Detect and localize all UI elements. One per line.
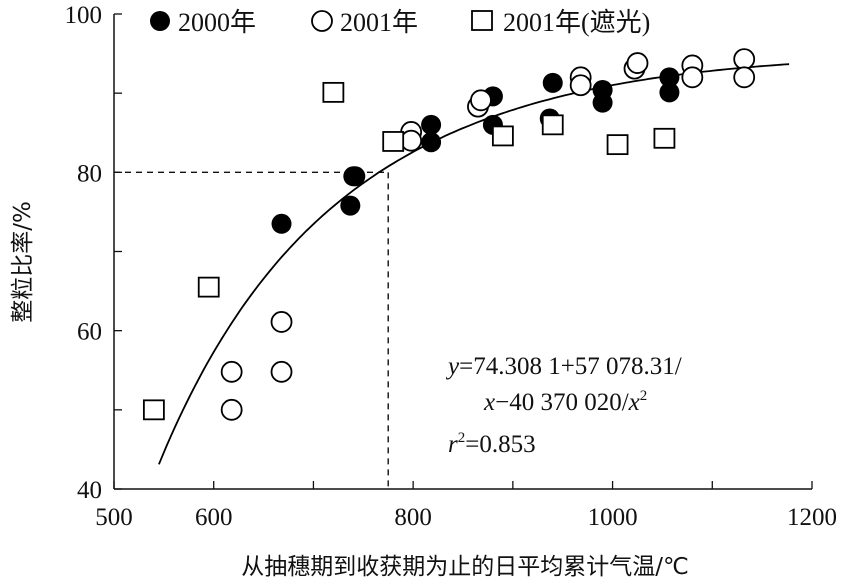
data-point-0 (421, 132, 442, 153)
r2-value: =0.853 (465, 431, 535, 458)
eq2-text: −40 370 020/ (495, 389, 629, 416)
eq2-tail: x (628, 389, 640, 416)
data-point-0 (345, 166, 366, 187)
eq1-text: =74.308 1+57 078.31/ (459, 353, 682, 380)
legend-label-2001: 2001年 (340, 8, 418, 37)
data-point-2 (491, 125, 514, 147)
data-point-0 (271, 213, 292, 234)
data-point-2 (653, 127, 676, 149)
y-axis-title: 整粒比率/% (10, 201, 36, 323)
data-point-1 (470, 89, 492, 112)
y-tick-label: 100 (65, 2, 103, 29)
equation-line-2: x−40 370 020/x2 (483, 388, 647, 416)
x-tick-label: 500 (95, 504, 133, 531)
reference-lines (114, 171, 389, 489)
data-point-2 (322, 81, 345, 103)
data-point-1 (733, 66, 756, 89)
r2-var: r (448, 431, 458, 458)
y-tick-label: 60 (77, 319, 102, 346)
data-point-0 (340, 195, 361, 216)
x-tick-label: 600 (195, 504, 233, 531)
axes: 500 600 800 1000 1200 40 60 80 100 (65, 2, 838, 531)
x-axis-title: 从抽穗期到收获期为止的日平均累计气温/℃ (241, 554, 689, 580)
data-point-0 (592, 92, 613, 113)
data-point-2 (606, 134, 629, 156)
data-point-2 (197, 276, 220, 298)
data-point-2 (541, 114, 564, 136)
legend-label-2000: 2000年 (178, 8, 256, 37)
r2-sup: 2 (458, 430, 466, 446)
data-point-1 (220, 360, 243, 383)
legend-marker-2000 (150, 11, 170, 31)
legend-label-2001-shade: 2001年(遮光) (503, 8, 650, 37)
data-point-1 (270, 360, 293, 383)
data-point-1 (733, 48, 756, 71)
eq2-sup: 2 (640, 388, 648, 404)
data-point-0 (659, 67, 680, 88)
data-point-0 (421, 114, 442, 135)
data-point-0 (542, 72, 563, 93)
equation-annotation: y=74.308 1+57 078.31/ x−40 370 020/x2 r2… (445, 353, 682, 458)
fit-curve-path (158, 63, 790, 465)
data-point-2 (142, 399, 165, 421)
data-point-1 (270, 311, 293, 333)
data-point-0 (659, 82, 680, 103)
data-points (142, 48, 756, 421)
eq2-var: x (483, 389, 495, 416)
y-tick-label: 40 (77, 477, 102, 504)
eq1-var: y (445, 353, 460, 380)
data-point-1 (626, 52, 649, 74)
x-tick-label: 1200 (787, 504, 837, 531)
legend-marker-2001 (311, 10, 333, 32)
legend-marker-2001-shade (471, 10, 493, 31)
data-point-1 (681, 66, 704, 89)
x-tick-label: 1000 (588, 504, 638, 531)
legend: 2000年 2001年 2001年(遮光) (150, 8, 650, 37)
fit-curve (158, 63, 790, 465)
equation-line-1: y=74.308 1+57 078.31/ (445, 353, 682, 380)
data-point-1 (400, 129, 423, 152)
data-point-1 (220, 398, 243, 421)
data-point-1 (569, 74, 592, 97)
r-squared: r2=0.853 (448, 430, 536, 458)
x-tick-label: 800 (394, 504, 432, 531)
y-tick-label: 80 (77, 160, 102, 187)
data-point-2 (382, 131, 405, 152)
